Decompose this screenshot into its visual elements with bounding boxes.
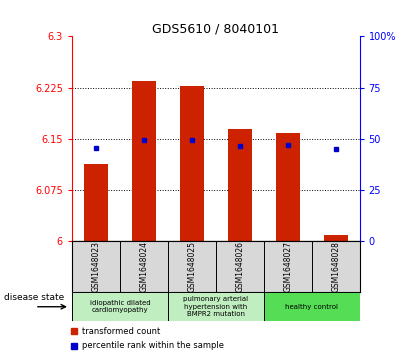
Text: healthy control: healthy control [285, 304, 338, 310]
Bar [180, 86, 204, 241]
Text: GSM1648026: GSM1648026 [235, 241, 244, 292]
Title: GDS5610 / 8040101: GDS5610 / 8040101 [152, 22, 279, 35]
Text: GSM1648025: GSM1648025 [187, 241, 196, 292]
Text: percentile rank within the sample: percentile rank within the sample [82, 341, 224, 350]
Bar [72, 292, 168, 321]
Bar [84, 164, 108, 241]
Bar [324, 234, 348, 241]
Text: GSM1648027: GSM1648027 [283, 241, 292, 292]
Text: GSM1648024: GSM1648024 [139, 241, 148, 292]
Bar [168, 292, 264, 321]
Text: pulmonary arterial
hypertension with
BMPR2 mutation: pulmonary arterial hypertension with BMP… [183, 296, 248, 317]
Text: disease state: disease state [4, 293, 65, 302]
Text: GSM1648028: GSM1648028 [331, 241, 340, 292]
Text: idiopathic dilated
cardiomyopathy: idiopathic dilated cardiomyopathy [90, 300, 150, 314]
Bar [228, 129, 252, 241]
Bar [276, 133, 300, 241]
Text: transformed count: transformed count [82, 327, 160, 336]
Bar [132, 81, 156, 241]
Text: GSM1648023: GSM1648023 [91, 241, 100, 292]
Bar [264, 292, 360, 321]
